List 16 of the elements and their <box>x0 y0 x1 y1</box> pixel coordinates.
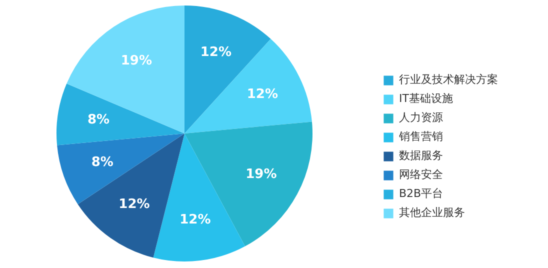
data-label: 8% <box>91 154 114 170</box>
data-label: 12% <box>246 87 278 102</box>
legend-label: 行业及技术解决方案 <box>399 72 498 87</box>
data-label: 19% <box>120 53 152 68</box>
data-label: 12% <box>180 212 211 228</box>
legend-label: 网络安全 <box>399 167 443 182</box>
legend-label: B2B平台 <box>399 186 444 201</box>
data-label: 12% <box>118 197 150 212</box>
legend-label: IT基础设施 <box>399 91 453 106</box>
legend-label: 数据服务 <box>399 148 443 163</box>
legend-label: 人力资源 <box>399 110 443 125</box>
legend-label: 销售营销 <box>399 129 443 144</box>
data-label: 19% <box>246 167 277 182</box>
data-label: 12% <box>200 44 232 60</box>
data-label: 8% <box>87 112 110 128</box>
legend-label: 其他企业服务 <box>399 205 465 220</box>
